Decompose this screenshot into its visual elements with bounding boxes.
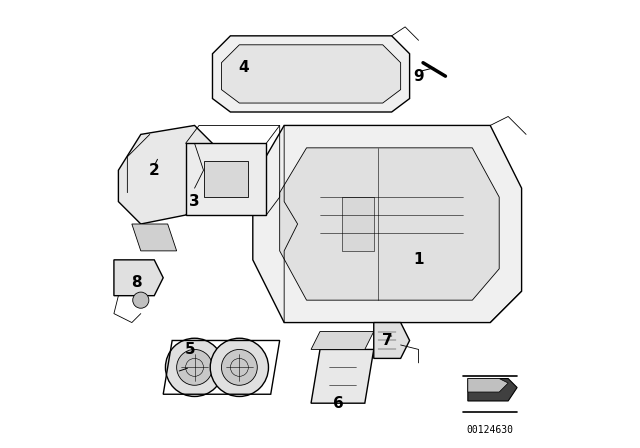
Polygon shape	[221, 45, 401, 103]
Circle shape	[132, 292, 149, 308]
Polygon shape	[468, 379, 517, 401]
Polygon shape	[212, 36, 410, 112]
Polygon shape	[118, 125, 212, 224]
Text: 00124630: 00124630	[467, 425, 514, 435]
Polygon shape	[468, 379, 508, 392]
Polygon shape	[132, 224, 177, 251]
Text: 6: 6	[333, 396, 343, 411]
Text: 9: 9	[413, 69, 424, 84]
Circle shape	[210, 338, 269, 396]
Polygon shape	[280, 148, 499, 300]
Circle shape	[165, 338, 224, 396]
Polygon shape	[253, 125, 522, 323]
Circle shape	[221, 349, 257, 385]
Text: 1: 1	[413, 252, 424, 267]
Polygon shape	[311, 332, 374, 349]
Text: 8: 8	[131, 275, 141, 290]
Polygon shape	[186, 143, 266, 215]
Circle shape	[177, 349, 212, 385]
Polygon shape	[311, 349, 374, 403]
Text: 2: 2	[149, 163, 159, 178]
Text: 7: 7	[382, 333, 392, 348]
Text: 4: 4	[239, 60, 249, 75]
Polygon shape	[114, 260, 163, 296]
Polygon shape	[342, 197, 374, 251]
Polygon shape	[374, 323, 410, 358]
Text: 3: 3	[189, 194, 200, 209]
Text: 5: 5	[185, 342, 195, 357]
Polygon shape	[204, 161, 248, 197]
